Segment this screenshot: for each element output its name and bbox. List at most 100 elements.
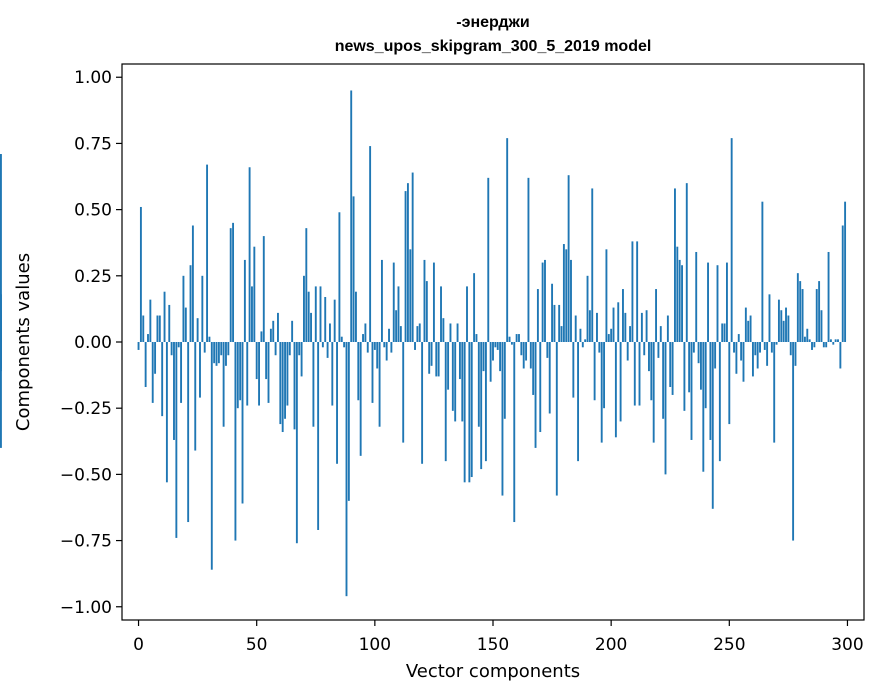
bar xyxy=(612,307,615,342)
bar xyxy=(404,191,407,342)
bar xyxy=(451,342,454,411)
bar xyxy=(189,265,192,342)
bar xyxy=(359,342,362,456)
bar xyxy=(406,183,409,342)
bar xyxy=(759,342,761,353)
y-tick-label: 0.25 xyxy=(74,267,112,287)
bar xyxy=(440,286,442,342)
bar xyxy=(428,342,431,374)
bar xyxy=(203,342,206,353)
bar xyxy=(728,342,731,425)
bar xyxy=(227,342,230,356)
bar xyxy=(239,342,242,401)
bar xyxy=(170,342,173,356)
bar xyxy=(513,342,516,523)
bar xyxy=(364,323,367,342)
bar xyxy=(241,342,244,504)
bar xyxy=(827,251,830,342)
bar xyxy=(456,323,459,342)
bar xyxy=(622,289,624,342)
bar xyxy=(584,339,587,342)
bar xyxy=(397,286,400,342)
bar xyxy=(785,307,787,342)
bar xyxy=(447,342,450,390)
bar xyxy=(388,328,390,342)
bar xyxy=(596,312,598,342)
bar xyxy=(723,323,726,342)
bar xyxy=(629,326,631,342)
bar xyxy=(137,342,140,350)
bar xyxy=(371,342,374,403)
bar xyxy=(298,342,301,356)
bar xyxy=(281,342,284,433)
bar xyxy=(220,342,223,356)
bar xyxy=(669,342,672,388)
bar xyxy=(151,342,154,403)
bar xyxy=(593,342,596,401)
bar xyxy=(144,342,147,388)
bar xyxy=(614,342,617,438)
bar xyxy=(215,342,218,366)
bar xyxy=(716,265,719,342)
bar xyxy=(288,342,291,356)
bar xyxy=(199,342,201,398)
bar xyxy=(352,196,355,342)
bar xyxy=(820,310,823,342)
bar xyxy=(319,286,322,342)
bar xyxy=(470,342,473,478)
x-tick-label: 150 xyxy=(477,635,509,655)
bar xyxy=(747,320,750,342)
bar xyxy=(773,342,776,443)
bar xyxy=(709,342,712,440)
bar xyxy=(676,246,679,342)
bar xyxy=(251,286,253,342)
bar xyxy=(423,259,426,342)
bar xyxy=(210,342,213,570)
bar xyxy=(295,342,298,544)
bar xyxy=(343,342,346,348)
bar xyxy=(310,312,312,342)
bar xyxy=(324,296,327,342)
bar xyxy=(754,342,757,356)
bar xyxy=(286,342,289,406)
bar xyxy=(577,342,580,462)
bar xyxy=(572,342,575,398)
y-tick-label: −0.50 xyxy=(60,465,112,485)
bar xyxy=(688,342,691,393)
bar xyxy=(362,334,364,342)
bar xyxy=(515,334,518,342)
bar xyxy=(468,342,471,483)
bar xyxy=(605,249,608,342)
bar xyxy=(331,342,334,406)
y-tick-label: −0.25 xyxy=(60,399,112,419)
bar xyxy=(340,336,343,342)
bar xyxy=(177,342,180,348)
bar xyxy=(454,342,457,422)
x-tick-label: 200 xyxy=(595,635,627,655)
bar xyxy=(763,342,766,350)
bar xyxy=(553,304,556,342)
bar xyxy=(558,304,561,342)
bar xyxy=(610,328,613,342)
bar xyxy=(317,342,320,530)
bar xyxy=(681,265,683,342)
bar xyxy=(383,342,386,348)
bar xyxy=(567,175,570,342)
bar xyxy=(591,188,594,342)
bar xyxy=(139,206,142,342)
bar xyxy=(385,342,388,361)
bar xyxy=(777,299,780,342)
bar xyxy=(487,177,490,342)
bar xyxy=(544,259,546,342)
bar xyxy=(711,342,714,509)
bar xyxy=(581,342,584,348)
y-tick-label: −1.00 xyxy=(60,598,112,618)
bar xyxy=(586,275,589,342)
bar xyxy=(437,342,440,377)
bar xyxy=(598,342,601,353)
bar xyxy=(565,249,568,342)
bar xyxy=(636,241,639,342)
bar xyxy=(600,342,603,443)
bar xyxy=(799,281,802,342)
bar xyxy=(603,342,606,409)
